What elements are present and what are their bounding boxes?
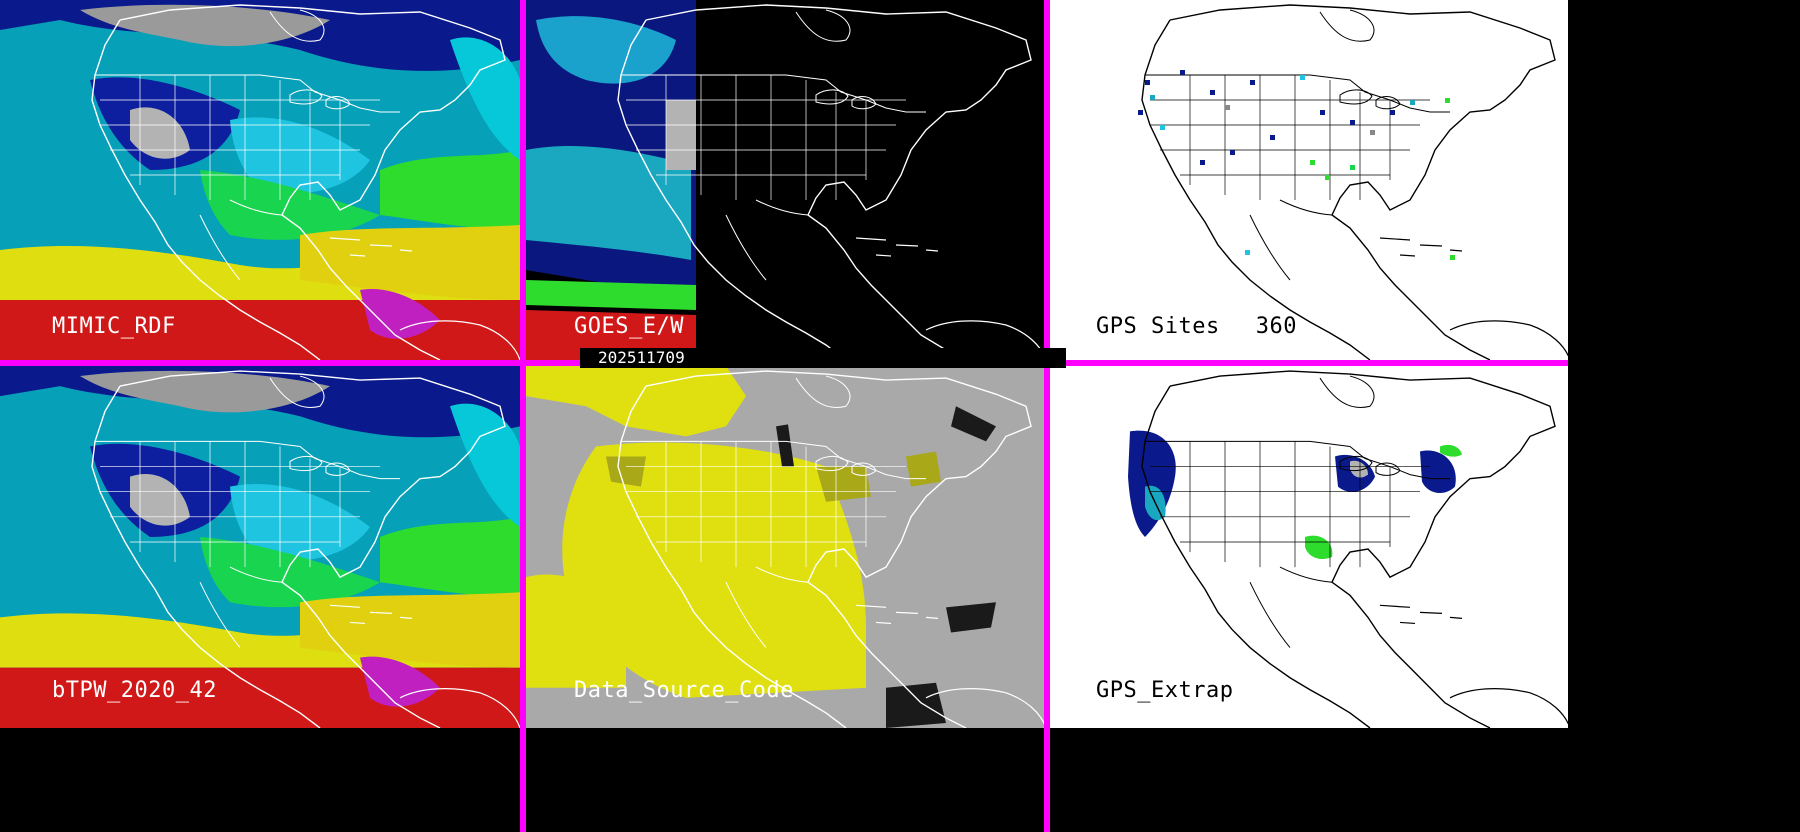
gps-sites-map — [1050, 0, 1568, 360]
goes-ew-map — [526, 0, 1046, 360]
data-source-code-map — [526, 366, 1046, 728]
map-panel-gps-sites: GPS Sites 360 — [1050, 0, 1568, 360]
panel-label: bTPW_2020_42 — [52, 678, 217, 703]
divider-vertical-2 — [1044, 0, 1050, 832]
panel-label: GPS Sites 360 — [1096, 314, 1297, 339]
divider-vertical-1 — [520, 0, 526, 832]
map-panel-gps-extrap: GPS_Extrap — [1050, 366, 1568, 728]
panel-label: GPS_Extrap — [1096, 678, 1234, 703]
panel-label: Data_Source_Code — [574, 678, 794, 703]
timestamp-text: 202511709 — [598, 348, 685, 367]
map-panel-goes-ew: GOES_E/W — [526, 0, 1046, 360]
gps-sites-label: GPS Sites — [1096, 314, 1220, 339]
gps-site-count: 360 — [1255, 314, 1297, 339]
map-panel-mimic-rdf: MIMIC_RDF — [0, 0, 520, 360]
mimic-rdf-map — [0, 0, 520, 360]
map-panel-btpw: bTPW_2020_42 — [0, 366, 520, 728]
panel-label: GOES_E/W — [574, 314, 684, 339]
gps-site-markers — [1138, 70, 1455, 260]
panel-label: MIMIC_RDF — [52, 314, 176, 339]
timestamp-bar: 202511709 — [580, 348, 1066, 368]
btpw-map — [0, 366, 520, 728]
gps-extrap-map — [1050, 366, 1568, 728]
map-panel-data-source-code: Data_Source_Code — [526, 366, 1046, 728]
